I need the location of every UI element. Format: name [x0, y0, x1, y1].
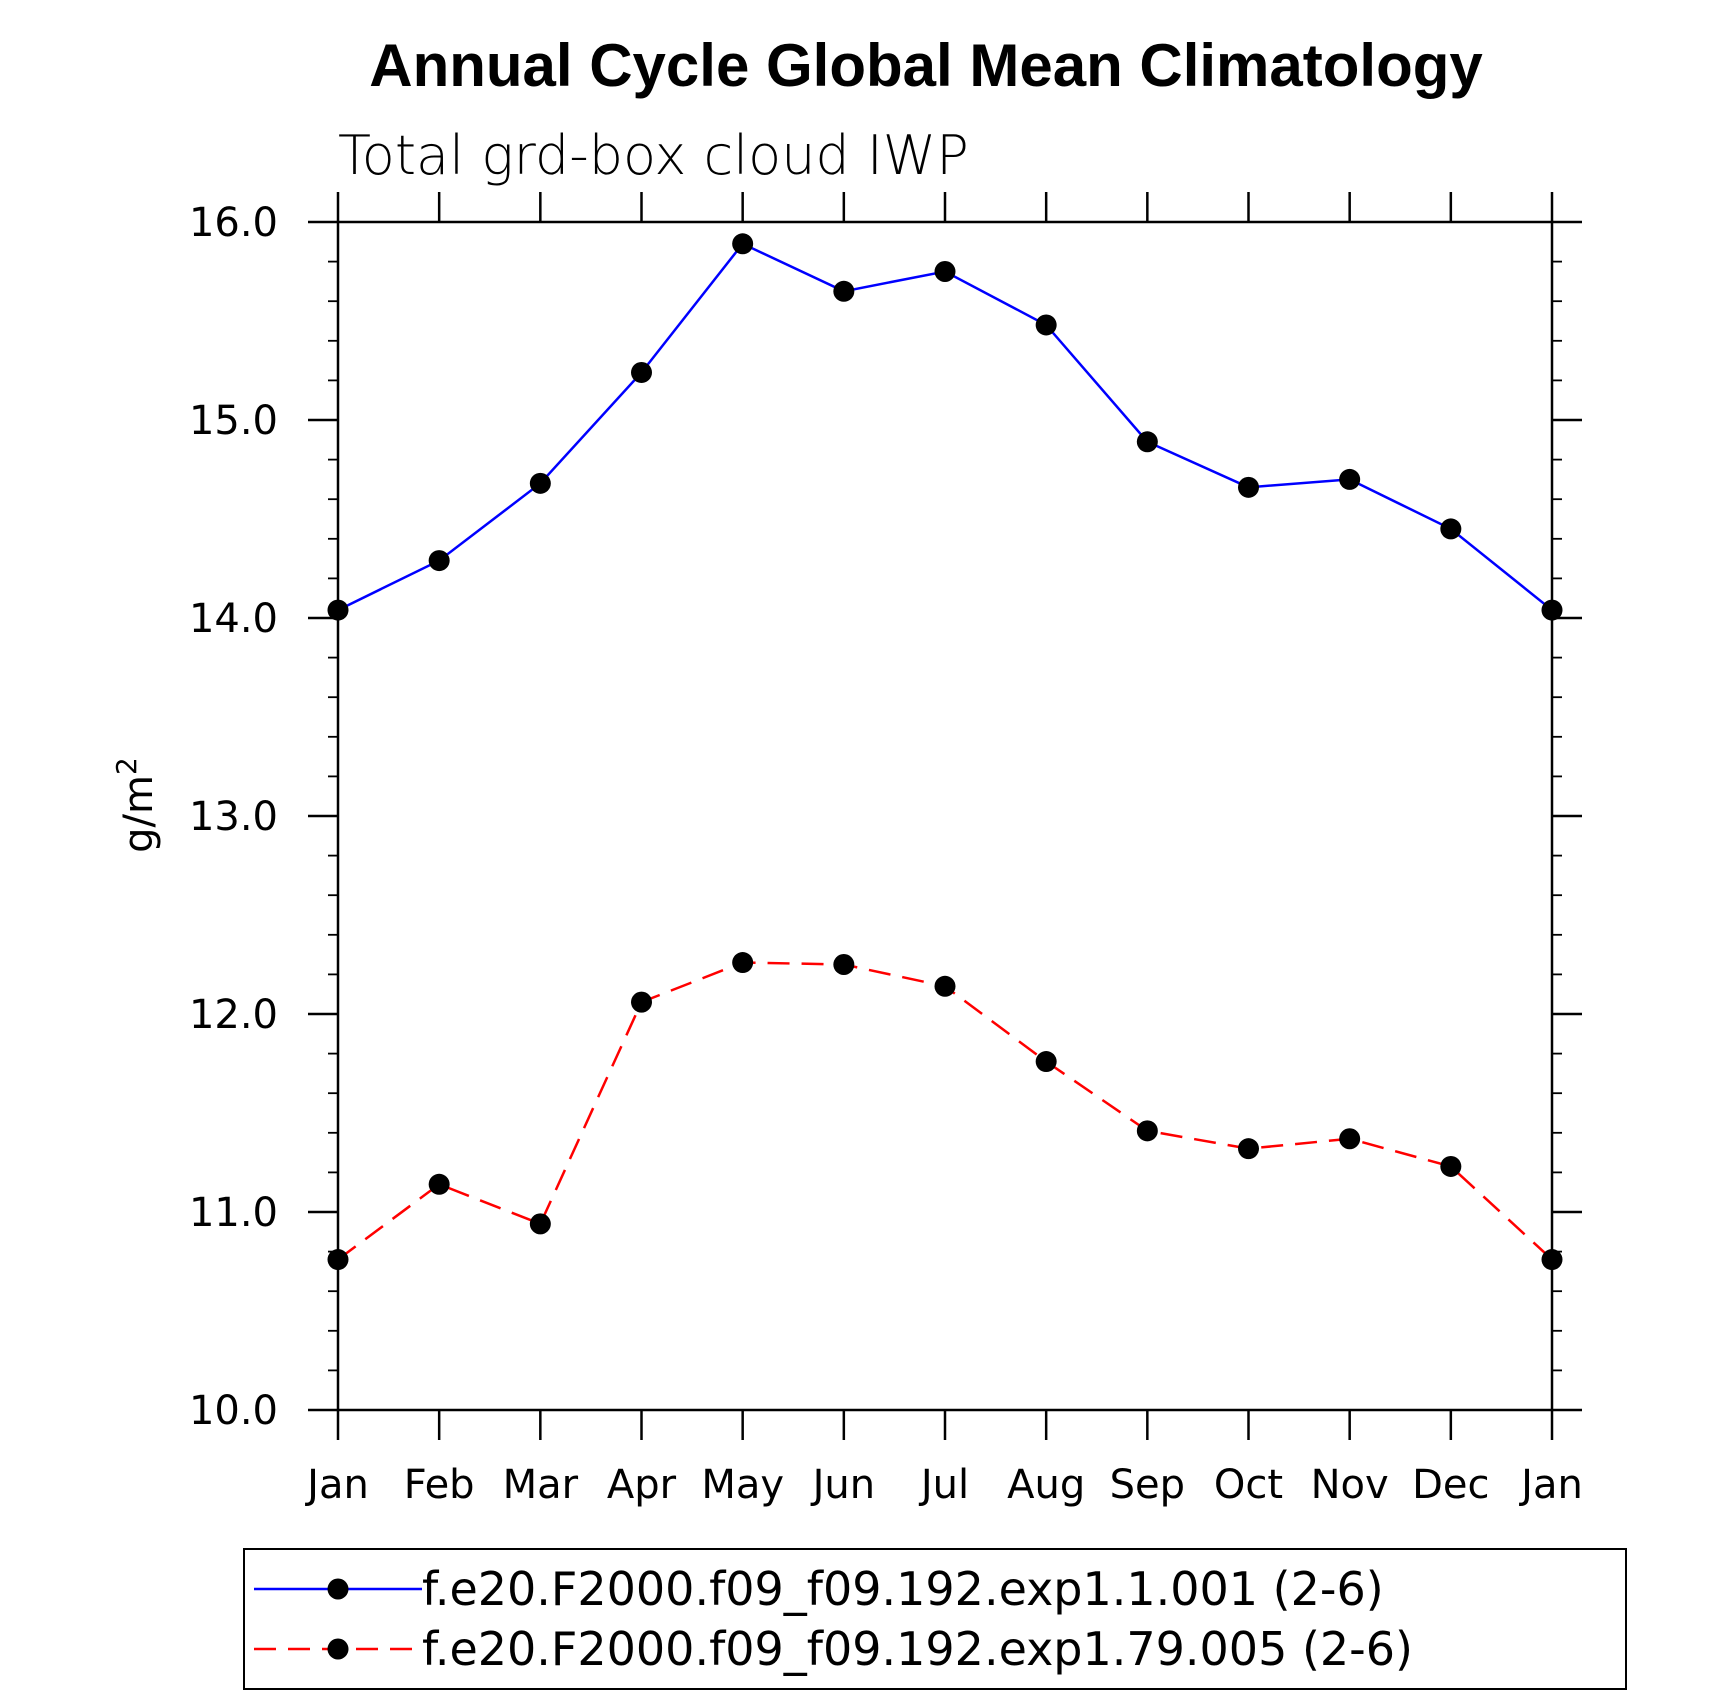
data-point-series-1 [934, 261, 956, 282]
x-tick-label: Aug [1007, 1462, 1085, 1508]
data-point-series-2 [428, 1173, 450, 1195]
x-tick-label: Sep [1110, 1462, 1185, 1508]
data-point-series-1 [1035, 314, 1057, 336]
x-tick-label: Feb [404, 1462, 475, 1508]
legend: f.e20.F2000.f09_f09.192.exp1.1.001 (2-6)… [243, 1548, 1627, 1690]
x-tick-label: Mar [503, 1462, 579, 1508]
y-tick-label: 11.0 [189, 1190, 278, 1236]
data-point-series-2 [1440, 1155, 1462, 1177]
data-point-series-1 [327, 599, 349, 621]
data-point-series-2 [529, 1213, 551, 1235]
data-point-series-1 [1238, 476, 1259, 498]
data-point-series-2 [833, 954, 855, 975]
x-tick-label: Oct [1214, 1462, 1283, 1508]
x-tick-label: Nov [1311, 1462, 1389, 1508]
legend-box [243, 1548, 1627, 1690]
y-tick-label: 15.0 [189, 398, 278, 444]
y-axis-label: g/m2 [110, 757, 162, 853]
data-point-series-2 [1541, 1249, 1563, 1271]
data-point-series-1 [631, 361, 652, 383]
series-line-2 [337, 961, 1553, 1261]
data-point-series-1 [1541, 599, 1563, 621]
data-point-series-1 [529, 472, 551, 494]
data-point-series-1 [1136, 431, 1158, 453]
data-point-series-2 [1339, 1128, 1361, 1150]
data-point-series-2 [1238, 1138, 1259, 1160]
x-tick-label: Jul [918, 1462, 969, 1508]
data-point-series-1 [732, 233, 754, 255]
plot-area: 10.0 11.0 12.0 13.0 14.0 15.0 16.0 Jan Feb Mar Apr… [189, 192, 1583, 1508]
series-line-1 [337, 242, 1553, 612]
data-point-series-1 [833, 280, 855, 302]
data-point-series-2 [732, 952, 754, 974]
legend-label-series-1: f.e20.F2000.f09_f09.192.exp1.1.001 (2-6) [422, 1562, 1384, 1616]
y-tick-label: 16.0 [189, 200, 278, 246]
data-point-series-2 [631, 991, 652, 1013]
data-point-series-2 [1035, 1051, 1057, 1073]
y-tick-label: 10.0 [189, 1388, 278, 1434]
y-tick-label: 14.0 [189, 596, 278, 642]
data-point-series-1 [1339, 468, 1361, 490]
x-tick-label: Jun [810, 1462, 876, 1508]
legend-label-series-2: f.e20.F2000.f09_f09.192.exp1.79.005 (2-6… [422, 1622, 1413, 1676]
x-tick-label: May [701, 1462, 784, 1508]
data-point-series-2 [1136, 1120, 1158, 1142]
x-tick-label: Dec [1412, 1462, 1489, 1508]
x-tick-label: Apr [607, 1462, 677, 1508]
legend-marker-series-2 [327, 1638, 349, 1660]
data-point-series-2 [327, 1249, 349, 1271]
y-tick-label: 12.0 [189, 992, 278, 1038]
x-tick-label: Jan [304, 1462, 369, 1508]
plot-frame [336, 220, 1554, 1412]
x-tick-label: Jan [1518, 1462, 1583, 1508]
data-point-series-1 [1440, 518, 1462, 540]
data-point-series-1 [428, 550, 450, 572]
chart-title: Annual Cycle Global Mean Climatology [369, 32, 1483, 99]
chart-subtitle: Total grd-box cloud IWP [338, 124, 969, 187]
legend-marker-series-1 [327, 1578, 349, 1600]
y-tick-label: 13.0 [189, 794, 278, 840]
data-point-series-2 [934, 975, 956, 997]
